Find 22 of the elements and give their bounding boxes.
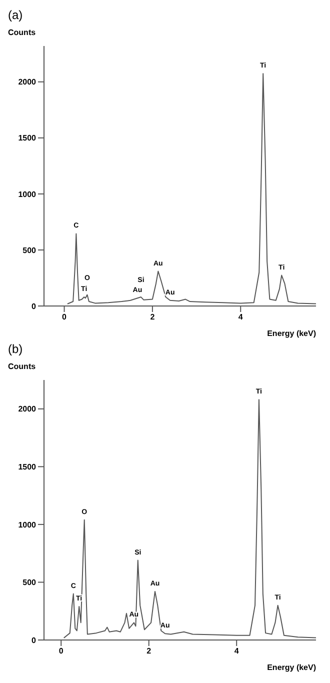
y-tick-label: 1000 <box>18 520 37 530</box>
x-axis-title: Energy (keV) <box>267 329 316 338</box>
chart-title: (a) <box>8 8 24 24</box>
x-tick-label: 0 <box>62 312 68 322</box>
x-tick-label: 2 <box>150 312 156 322</box>
y-tick-label: 0 <box>32 302 37 311</box>
x-tick-label: 2 <box>146 646 152 656</box>
x-tick-label: 0 <box>58 646 64 656</box>
y-axis-title: Counts <box>8 28 37 39</box>
x-tick-label: 4 <box>238 312 244 322</box>
y-tick-label: 2000 <box>18 78 37 87</box>
x-tick-label: 4 <box>234 646 240 656</box>
x-axis-title: Energy (keV) <box>267 663 316 672</box>
y-tick-label: 1500 <box>18 134 37 143</box>
y-tick-label: 500 <box>22 578 37 588</box>
y-tick-label: 0 <box>32 636 37 645</box>
y-tick-label: 500 <box>22 246 37 255</box>
y-tick-label: 1000 <box>18 190 37 199</box>
y-tick-label: 2000 <box>18 404 37 414</box>
y-axis-title: Counts <box>8 362 37 373</box>
chart-title: (b) <box>8 342 24 358</box>
y-tick-label: 1500 <box>18 462 37 472</box>
